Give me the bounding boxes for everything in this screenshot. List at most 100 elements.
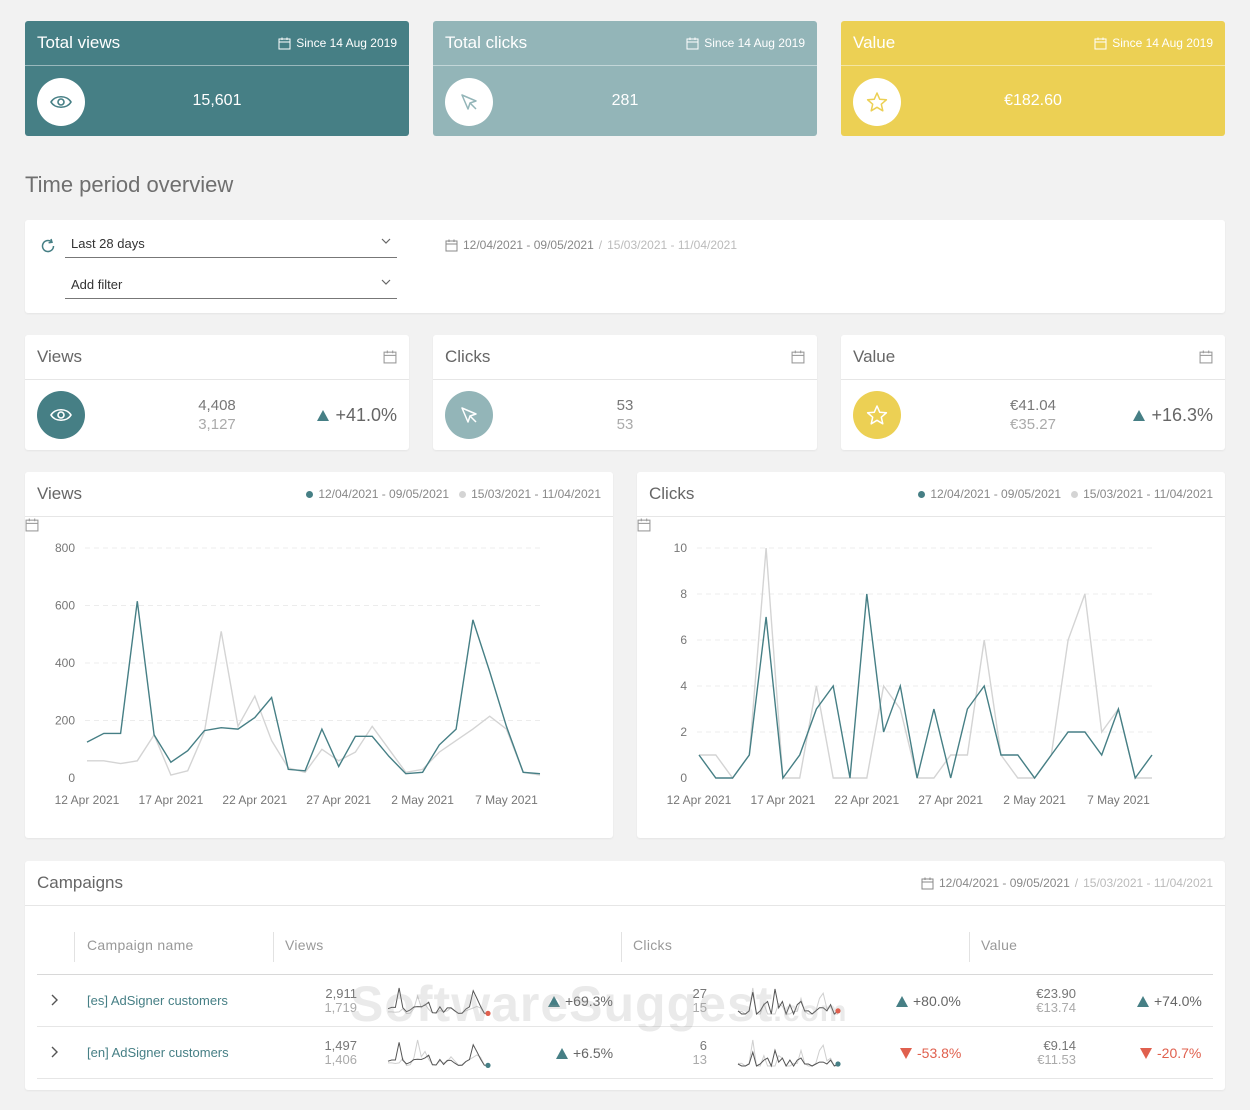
series-line <box>87 631 541 776</box>
views-values: 2,911 1,719 <box>297 987 357 1015</box>
since-label: Since 14 Aug 2019 <box>296 36 397 50</box>
campaign-name-link[interactable]: [es] AdSigner customers <box>87 993 228 1008</box>
x-tick-label: 22 Apr 2021 <box>222 793 287 807</box>
chart-title: Clicks <box>649 484 695 503</box>
value-current: €23.90 <box>1036 986 1076 1001</box>
column-divider <box>74 932 75 962</box>
triangle-up-icon <box>317 410 330 421</box>
legend-item-previous: 15/03/2021 - 11/04/2021 <box>459 487 601 501</box>
total-value-card: Value Since 14 Aug 2019 €182.60 <box>841 21 1225 136</box>
y-tick-label: 2 <box>680 725 687 739</box>
kpi-change-value: +16.3% <box>1151 405 1213 425</box>
x-tick-label: 22 Apr 2021 <box>834 793 899 807</box>
add-filter-select[interactable]: Add filter <box>65 275 397 299</box>
clicks-change: -53.8% <box>900 1045 961 1061</box>
value-current: €9.14 <box>1043 1038 1076 1053</box>
value-previous: €11.53 <box>1037 1052 1076 1067</box>
sparkline-previous <box>388 994 489 1015</box>
legend-item-current: 12/04/2021 - 09/05/2021 <box>306 487 449 501</box>
kpi-previous: €35.27 <box>1010 416 1056 433</box>
x-tick-label: 12 Apr 2021 <box>667 793 732 807</box>
since-label: Since 14 Aug 2019 <box>704 36 805 50</box>
triangle-up-icon <box>1133 410 1146 421</box>
triangle-up-icon <box>556 1047 568 1059</box>
card-title: Total clicks <box>445 33 528 52</box>
chevron-down-icon <box>381 279 391 285</box>
total-clicks-value: 281 <box>611 92 639 109</box>
clicks-current: 6 <box>699 1038 707 1053</box>
date-range: 12/04/2021 - 09/05/2021 / 15/03/2021 - 1… <box>921 876 1213 890</box>
views-previous: 1,719 <box>324 1000 357 1015</box>
calendar-icon[interactable] <box>921 877 934 890</box>
eye-icon <box>37 78 85 126</box>
clicks-sparkline <box>737 987 841 1016</box>
sparkline-end-dot <box>485 1010 491 1016</box>
kpi-title: Value <box>853 347 896 366</box>
calendar-icon <box>445 239 458 251</box>
legend-item-previous: 15/03/2021 - 11/04/2021 <box>1071 487 1213 501</box>
x-tick-label: 17 Apr 2021 <box>139 793 204 807</box>
legend-dot <box>306 490 314 498</box>
date-range: 12/04/2021 - 09/05/2021 / 15/03/2021 - 1… <box>445 238 737 252</box>
kpi-change-value: +41.0% <box>335 405 397 425</box>
chevron-down-icon <box>381 238 391 244</box>
legend-dot <box>459 490 467 498</box>
calendar-icon[interactable] <box>383 350 397 364</box>
header-clicks[interactable]: Clicks <box>633 937 673 953</box>
y-tick-label: 0 <box>68 771 75 785</box>
chart-title: Views <box>37 484 83 503</box>
refresh-icon[interactable] <box>40 238 56 254</box>
value-previous: €13.74 <box>1036 1000 1076 1015</box>
triangle-up-icon <box>1137 995 1149 1007</box>
add-filter-label: Add filter <box>71 277 123 292</box>
views-current: 1,497 <box>324 1038 357 1053</box>
card-title: Total views <box>37 33 121 52</box>
views-values: 1,497 1,406 <box>297 1039 357 1067</box>
calendar-icon[interactable] <box>1199 350 1213 364</box>
kpi-change: +16.3% <box>1133 405 1213 426</box>
card-title: Value <box>853 33 896 52</box>
sparkline-end-dot <box>835 1008 841 1014</box>
star-icon <box>853 391 901 439</box>
cursor-icon <box>445 78 493 126</box>
calendar-icon[interactable] <box>637 518 651 532</box>
chevron-right-icon[interactable] <box>51 1046 59 1058</box>
views-kpi-card: Views 4,408 3,127 +41.0% <box>25 335 409 450</box>
range-separator: / <box>598 238 603 252</box>
value-change: -20.7% <box>1140 1045 1201 1061</box>
header-views[interactable]: Views <box>285 937 324 953</box>
star-icon <box>853 78 901 126</box>
kpi-title: Views <box>37 347 83 366</box>
legend-label: 12/04/2021 - 09/05/2021 <box>318 487 450 501</box>
total-views-value: 15,601 <box>192 92 242 109</box>
y-tick-label: 400 <box>55 656 75 670</box>
range-current: 12/04/2021 - 09/05/2021 <box>938 876 1070 890</box>
chevron-right-icon[interactable] <box>51 994 59 1006</box>
calendar-icon[interactable] <box>25 518 39 532</box>
x-tick-label: 12 Apr 2021 <box>55 793 120 807</box>
campaign-name-link[interactable]: [en] AdSigner customers <box>87 1045 229 1060</box>
triangle-up-icon <box>548 995 560 1007</box>
x-tick-label: 27 Apr 2021 <box>918 793 983 807</box>
calendar-icon[interactable] <box>791 350 805 364</box>
filter-panel: Last 28 days Add filter 12/04/2021 - 09/… <box>25 220 1225 313</box>
views-change-value: +69.3% <box>565 993 613 1009</box>
total-views-card: Total views Since 14 Aug 2019 15,601 <box>25 21 409 136</box>
x-tick-label: 27 Apr 2021 <box>306 793 371 807</box>
period-select[interactable]: Last 28 days <box>65 234 397 258</box>
views-previous: 1,406 <box>324 1052 357 1067</box>
chart-legend: 12/04/2021 - 09/05/2021 15/03/2021 - 11/… <box>25 487 601 532</box>
range-current: 12/04/2021 - 09/05/2021 <box>463 238 594 252</box>
header-value[interactable]: Value <box>981 937 1018 953</box>
x-tick-label: 7 May 2021 <box>1087 793 1150 807</box>
sparkline-current <box>387 987 489 1014</box>
value-values: €23.90 €13.74 <box>1016 987 1076 1015</box>
value-change: +74.0% <box>1137 993 1202 1009</box>
kpi-current: 4,408 <box>198 397 236 414</box>
views-current: 2,911 <box>325 986 357 1001</box>
clicks-chart-card: Clicks 12/04/2021 - 09/05/2021 15/03/202… <box>637 472 1225 838</box>
header-campaign-name[interactable]: Campaign name <box>87 937 194 953</box>
total-value-value: €182.60 <box>1004 92 1062 109</box>
cursor-icon <box>445 391 493 439</box>
legend-dot <box>1071 490 1079 498</box>
